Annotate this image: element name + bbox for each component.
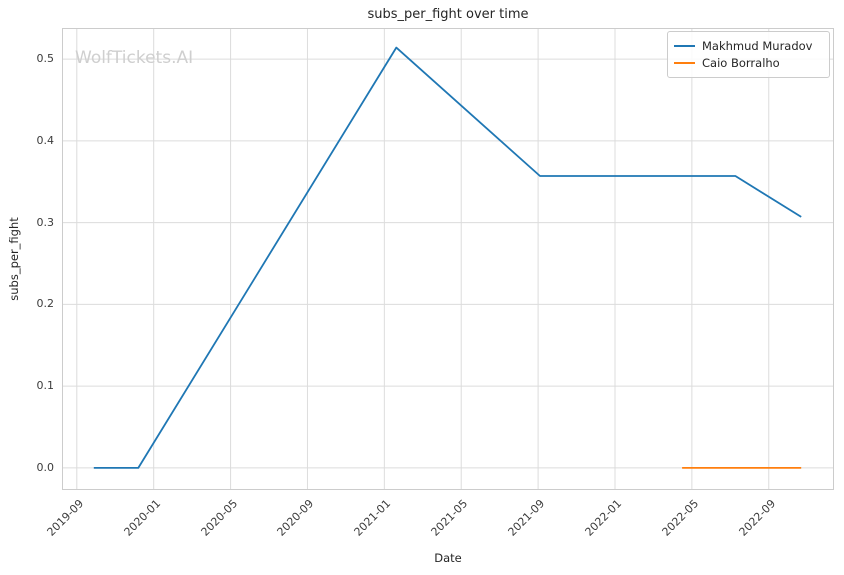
legend-item: Caio Borralho — [674, 55, 821, 71]
legend-line-swatch — [674, 45, 695, 47]
series-line — [93, 46, 802, 469]
watermark: WolfTickets.AI — [75, 48, 194, 68]
legend-label: Makhmud Muradov — [702, 39, 813, 53]
y-tick-label: 0.2 — [36, 297, 55, 311]
plot-border — [62, 28, 834, 490]
y-tick-label: 0.4 — [36, 133, 55, 147]
legend-item: Makhmud Muradov — [674, 38, 821, 54]
legend-line-swatch — [674, 62, 695, 64]
legend-label: Caio Borralho — [702, 56, 780, 70]
y-tick-label: 0.3 — [36, 215, 55, 229]
y-tick-label: 0.1 — [36, 379, 55, 393]
chart-title: subs_per_fight over time — [367, 7, 529, 22]
legend: Makhmud Muradov Caio Borralho — [667, 31, 830, 78]
y-tick-label: 0.0 — [36, 460, 55, 474]
x-axis-label: Date — [434, 551, 462, 565]
y-axis-label: subs_per_fight — [7, 217, 21, 301]
y-tick-label: 0.5 — [36, 52, 55, 66]
